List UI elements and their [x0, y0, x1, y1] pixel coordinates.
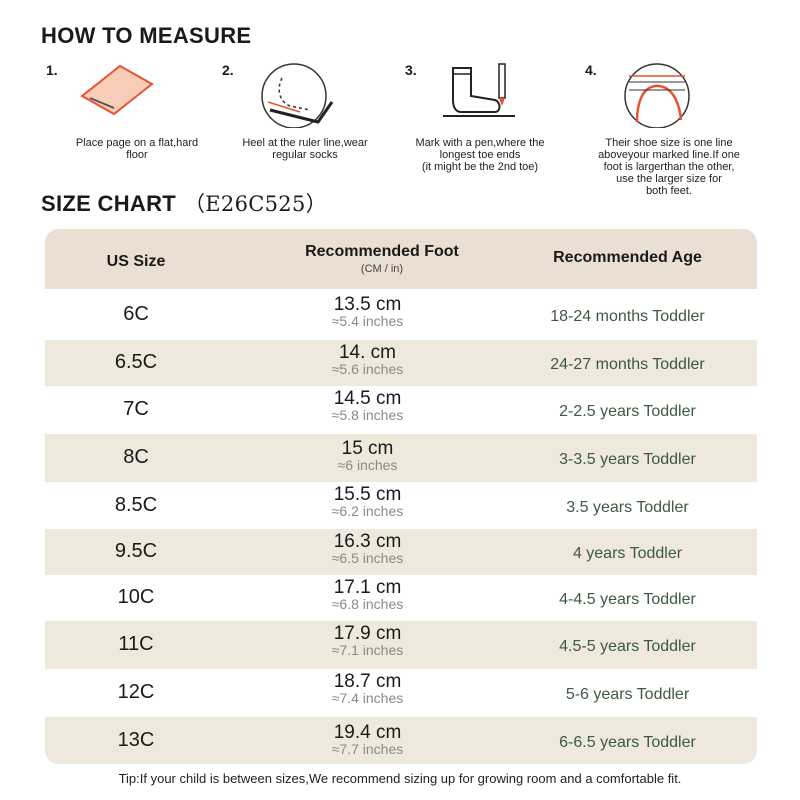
step-caption: Place page on a flat,hard floor: [75, 137, 199, 161]
step-caption: Their shoe size is one line aboveyour ma…: [598, 137, 740, 197]
foot-cm: 15.5 cm: [333, 484, 402, 505]
cell-foot-length: 14. cm ≈5.6 inches: [295, 343, 440, 377]
cell-foot-length: 14.5 cm ≈5.8 inches: [295, 389, 440, 423]
table-row: 7C 14.5 cm ≈5.8 inches 2-2.5 years Toddler: [45, 386, 757, 434]
cell-foot-length: 17.1 cm ≈6.8 inches: [295, 578, 440, 612]
foot-inches: ≈6 inches: [337, 457, 398, 473]
step-number: 4.: [585, 62, 597, 78]
cell-foot-length: 17.9 cm ≈7.1 inches: [295, 624, 440, 658]
cell-recommended-age: 3-3.5 years Toddler: [559, 451, 696, 468]
table-row: 11C 17.9 cm ≈7.1 inches 4.5-5 years Toddler: [45, 621, 757, 669]
table-row: 13C 19.4 cm ≈7.7 inches 6-6.5 years Toddler: [45, 717, 757, 764]
cell-foot-length: 15.5 cm ≈6.2 inches: [295, 485, 440, 519]
cell-us-size: 6C: [123, 302, 149, 325]
foot-inches: ≈6.5 inches: [331, 550, 404, 566]
header-recommended-age: Recommended Age: [553, 249, 702, 266]
cell-recommended-age: 4-4.5 years Toddler: [559, 591, 696, 608]
size-chart-title: SIZE CHART （E26C525）: [41, 188, 327, 218]
foot-inches: ≈7.1 inches: [331, 642, 404, 658]
cell-us-size: 10C: [117, 586, 155, 608]
cell-us-size: 7C: [123, 398, 149, 420]
table-row: 10C 17.1 cm ≈6.8 inches 4-4.5 years Toddler: [45, 575, 757, 621]
model-code: （E26C525）: [184, 192, 327, 216]
cell-recommended-age: 4 years Toddler: [572, 545, 683, 562]
how-to-measure-title: HOW TO MEASURE: [41, 23, 252, 48]
table-row: 8.5C 15.5 cm ≈6.2 inches 3.5 years Toddler: [45, 482, 757, 529]
foot-inches: ≈5.6 inches: [331, 361, 404, 377]
header-foot-units: (CM / in): [360, 263, 404, 275]
foot-cm: 17.1 cm: [333, 577, 402, 598]
cell-recommended-age: 6-6.5 years Toddler: [559, 733, 696, 751]
toe-line-icon: [624, 63, 690, 128]
foot-cm: 15 cm: [341, 438, 394, 459]
sizing-tip: Tip:If your child is between sizes,We re…: [118, 771, 682, 786]
cell-recommended-age: 2-2.5 years Toddler: [559, 403, 696, 420]
foot-cm: 18.7 cm: [333, 671, 402, 692]
size-chart-table: US Size Recommended Foot (CM / in) Recom…: [45, 229, 757, 764]
table-row: 6C 13.5 cm ≈5.4 inches 18-24 months Toddler: [45, 289, 757, 340]
heel-on-ruler-icon: [261, 63, 334, 128]
paper-on-floor-icon: [80, 64, 154, 116]
table-row: 8C 15 cm ≈6 inches 3-3.5 years Toddler: [45, 434, 757, 482]
cell-us-size: 8C: [123, 446, 149, 468]
sock-and-pen-icon: [443, 63, 515, 117]
foot-inches: ≈6.8 inches: [331, 596, 404, 612]
table-row: 12C 18.7 cm ≈7.4 inches 5-6 years Toddler: [45, 669, 757, 717]
foot-inches: ≈5.4 inches: [331, 313, 404, 329]
foot-cm: 13.5 cm: [333, 294, 402, 315]
foot-inches: ≈6.2 inches: [331, 503, 404, 519]
foot-inches: ≈7.4 inches: [331, 690, 404, 706]
step-number: 2.: [222, 62, 234, 78]
cell-us-size: 11C: [118, 633, 154, 655]
cell-recommended-age: 3.5 years Toddler: [566, 498, 689, 516]
step-number: 1.: [46, 62, 58, 78]
cell-foot-length: 15 cm ≈6 inches: [295, 439, 440, 473]
cell-us-size: 13C: [117, 728, 155, 751]
foot-cm: 14.5 cm: [333, 388, 402, 409]
cell-foot-length: 19.4 cm ≈7.7 inches: [295, 723, 440, 757]
step-caption: Mark with a pen,where the longest toe en…: [415, 137, 545, 173]
cell-us-size: 6.5C: [114, 351, 158, 373]
cell-us-size: 8.5C: [114, 493, 158, 516]
cell-recommended-age: 4.5-5 years Toddler: [559, 638, 696, 655]
step-caption: Heel at the ruler line,wear regular sock…: [242, 137, 368, 161]
foot-cm: 17.9 cm: [333, 623, 402, 644]
step-number: 3.: [405, 62, 417, 78]
foot-cm: 19.4 cm: [333, 722, 402, 743]
cell-foot-length: 18.7 cm ≈7.4 inches: [295, 672, 440, 706]
table-header: US Size Recommended Foot (CM / in) Recom…: [45, 229, 757, 289]
header-us-size: US Size: [106, 253, 166, 270]
cell-foot-length: 16.3 cm ≈6.5 inches: [295, 532, 440, 566]
cell-us-size: 9.5C: [114, 540, 158, 562]
cell-recommended-age: 5-6 years Toddler: [565, 686, 690, 703]
cell-recommended-age: 24-27 months Toddler: [550, 356, 705, 373]
header-recommended-foot: Recommended Foot: [305, 243, 459, 260]
foot-cm: 14. cm: [338, 342, 397, 363]
foot-inches: ≈5.8 inches: [331, 407, 404, 423]
table-row: 6.5C 14. cm ≈5.6 inches 24-27 months Toddle…: [45, 340, 757, 386]
cell-recommended-age: 18-24 months Toddler: [550, 307, 705, 325]
cell-foot-length: 13.5 cm ≈5.4 inches: [295, 295, 440, 329]
foot-cm: 16.3 cm: [333, 531, 402, 552]
cell-us-size: 12C: [117, 681, 155, 703]
table-row: 9.5C 16.3 cm ≈6.5 inches 4 years Toddler: [45, 529, 757, 575]
size-chart-heading: SIZE CHART: [41, 191, 176, 216]
foot-inches: ≈7.7 inches: [331, 741, 404, 757]
